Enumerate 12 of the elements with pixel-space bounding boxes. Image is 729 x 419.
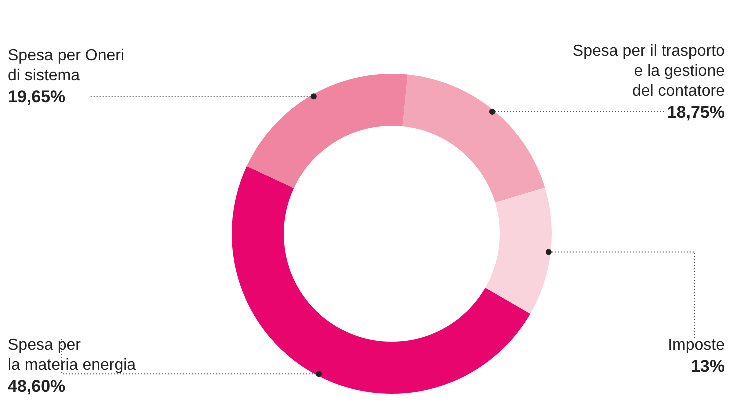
slice-label: Spesa per il trasporto e la gestione del contatore [572, 43, 726, 100]
donut-slice [232, 166, 531, 394]
slice-label: Spesa per la materia energia [8, 337, 136, 374]
data-label: 19,65% [8, 88, 66, 107]
slice-label: Imposte [668, 337, 726, 354]
slice-label: Spesa per Oneri di sistema [8, 48, 125, 85]
data-label: 48,60% [8, 377, 66, 396]
donut-slice [246, 74, 408, 188]
donut-slice [486, 188, 552, 314]
data-label: 18,75% [667, 103, 725, 122]
data-label: 13% [690, 357, 725, 376]
donut-slice [402, 74, 546, 203]
